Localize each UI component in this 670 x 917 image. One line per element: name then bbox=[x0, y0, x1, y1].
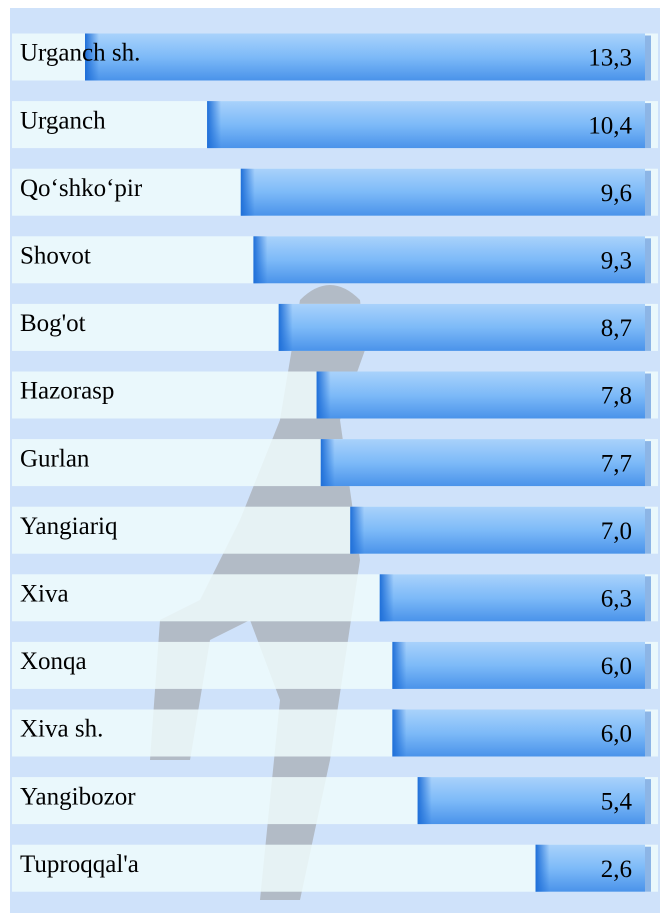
bar-edge bbox=[207, 101, 221, 148]
category-label: Tuproqqal'a bbox=[20, 851, 139, 878]
category-label: Bog'ot bbox=[20, 310, 86, 337]
bar-edge bbox=[392, 642, 406, 689]
bar bbox=[321, 439, 645, 486]
chart: Urganch sh. 13,3 Urganch 10,4 Qo‘shko‘pir 9,6… bbox=[0, 0, 670, 917]
value-label: 7,0 bbox=[601, 518, 632, 545]
bar bbox=[207, 101, 645, 148]
bar bbox=[85, 34, 645, 81]
bar-shadow bbox=[645, 306, 651, 351]
bar-shadow bbox=[645, 847, 651, 892]
category-label: Gurlan bbox=[20, 445, 90, 472]
value-label: 7,8 bbox=[601, 383, 632, 410]
bar-shadow bbox=[645, 374, 651, 419]
bar-shadow bbox=[645, 103, 651, 148]
value-label: 13,3 bbox=[588, 45, 632, 72]
bar-edge bbox=[317, 372, 331, 419]
value-label: 8,7 bbox=[601, 315, 632, 342]
bar-shadow bbox=[645, 712, 651, 757]
bar bbox=[279, 304, 645, 351]
value-label: 2,6 bbox=[601, 856, 632, 883]
value-label: 9,3 bbox=[601, 248, 632, 275]
bar-edge bbox=[350, 507, 364, 554]
bar-edge bbox=[241, 169, 255, 216]
bar-shadow bbox=[645, 509, 651, 554]
category-label: Xiva sh. bbox=[20, 716, 103, 743]
bar-shadow bbox=[645, 441, 651, 486]
value-label: 6,0 bbox=[601, 653, 632, 680]
bar-shadow bbox=[645, 779, 651, 824]
value-label: 10,4 bbox=[588, 112, 632, 139]
value-label: 5,4 bbox=[601, 788, 633, 815]
bar-edge bbox=[418, 777, 432, 824]
bar-edge bbox=[253, 236, 267, 283]
bar-shadow bbox=[645, 576, 651, 621]
category-label: Qo‘shko‘pir bbox=[20, 175, 143, 202]
category-label: Xiva bbox=[20, 581, 69, 608]
value-label: 6,3 bbox=[601, 586, 632, 613]
bar bbox=[317, 372, 645, 419]
bar-shadow bbox=[645, 238, 651, 283]
category-label: Xonqa bbox=[20, 648, 87, 675]
bar bbox=[241, 169, 645, 216]
value-label: 7,7 bbox=[601, 450, 632, 477]
category-label: Yangibozor bbox=[20, 783, 136, 810]
value-label: 9,6 bbox=[601, 180, 632, 207]
category-label: Shovot bbox=[20, 243, 91, 270]
bar-edge bbox=[392, 710, 406, 757]
bar-shadow bbox=[645, 36, 651, 81]
bar-edge bbox=[536, 845, 550, 892]
category-label: Hazorasp bbox=[20, 378, 114, 405]
bar-edge bbox=[321, 439, 335, 486]
bar-shadow bbox=[645, 644, 651, 689]
category-label: Yangiariq bbox=[20, 513, 118, 540]
category-label: Urganch sh. bbox=[20, 40, 140, 67]
category-label: Urganch bbox=[20, 107, 106, 134]
bar-shadow bbox=[645, 171, 651, 216]
bar bbox=[253, 236, 645, 283]
value-label: 6,0 bbox=[601, 721, 632, 748]
bar-edge bbox=[380, 574, 394, 621]
bar-edge bbox=[279, 304, 293, 351]
